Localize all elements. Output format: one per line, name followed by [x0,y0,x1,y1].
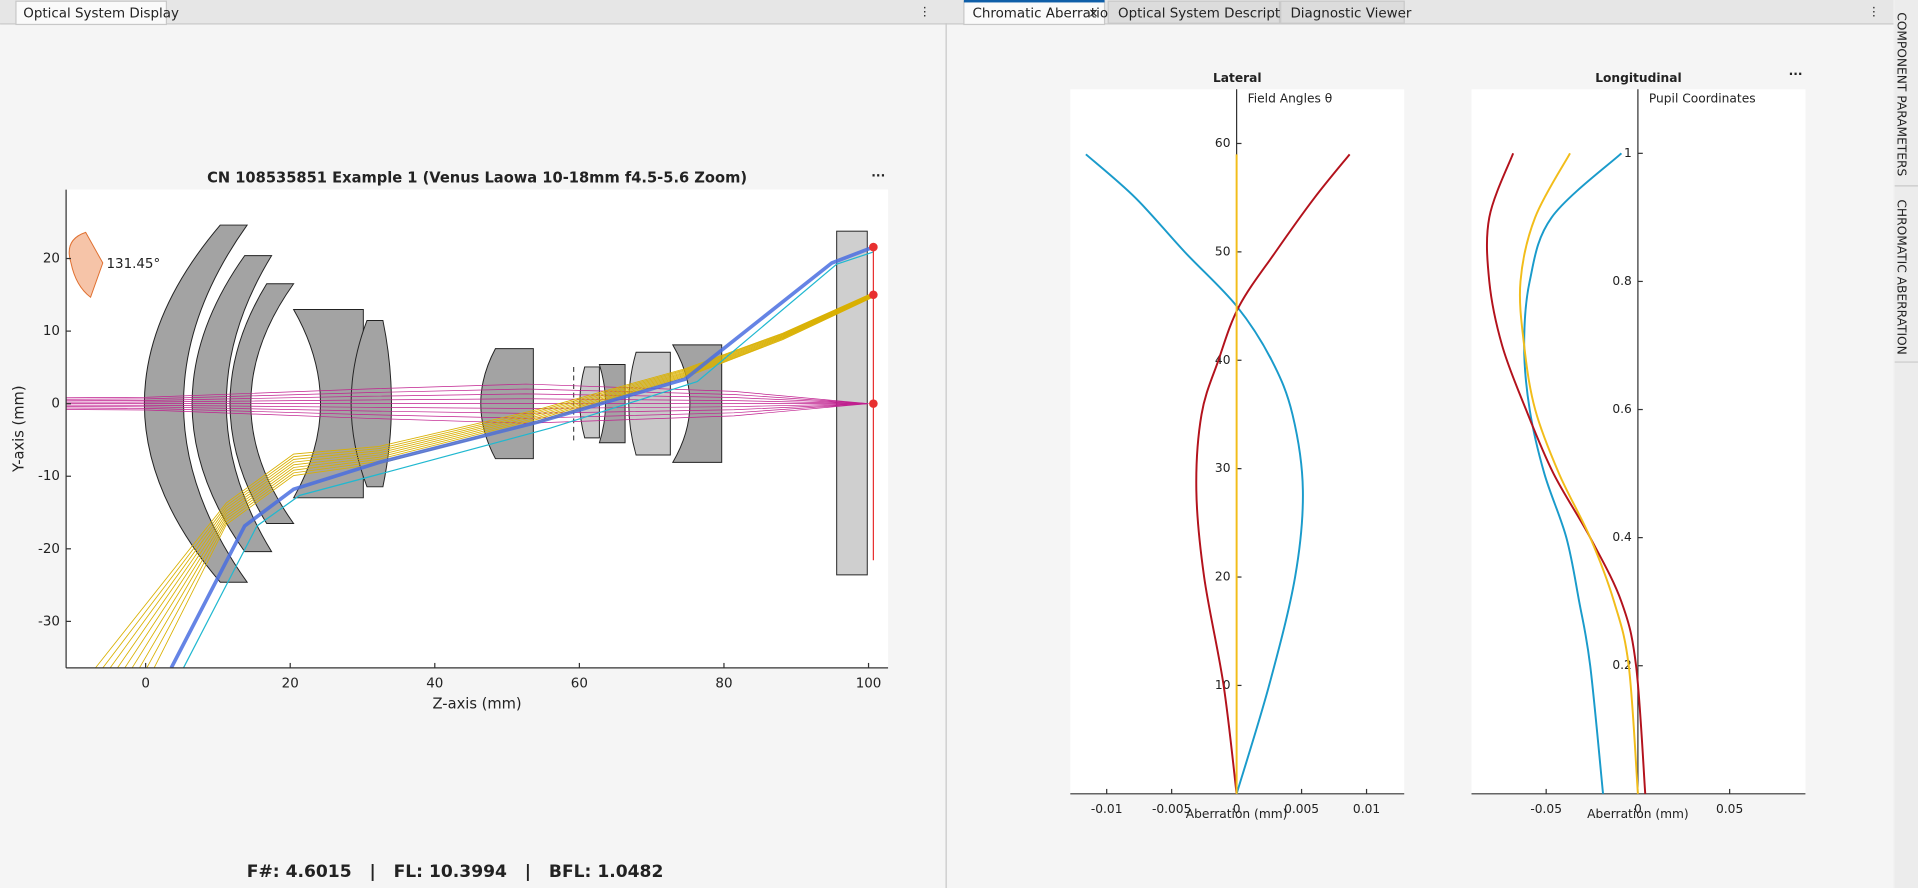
plot-menu[interactable]: ··· [1789,67,1803,81]
y-tick-label: 50 [1215,244,1231,258]
x-tick-label: 40 [426,677,443,692]
ray [66,393,869,405]
y-tick-label: 0.2 [1612,658,1631,672]
chart-title: Longitudinal [1595,71,1681,85]
ray [66,398,869,405]
x-tick-label: 0 [1634,802,1642,816]
x-axis-label: Aberration (mm) [1587,807,1689,821]
tab-active-marker [963,0,1105,3]
y-axis-label: Pupil Coordinates [1649,92,1756,106]
x-tick-label: -0.05 [1530,802,1562,816]
system-summary: F#: 4.6015 | FL: 10.3994 | BFL: 1.0482 [247,862,664,882]
ray [102,292,874,669]
x-tick-label: 20 [282,677,299,692]
aberration-curve [1485,152,1647,794]
y-tick-label: -20 [38,542,60,557]
ray [66,403,869,424]
menu-dots[interactable]: ⋮ [919,5,931,19]
ray [131,294,874,669]
ray [66,403,869,409]
y-tick-label: 10 [43,324,60,339]
x-tick-label: 80 [715,677,732,692]
side-tab[interactable]: COMPONENT PARAMETERS [1894,12,1908,176]
ray [124,294,874,669]
ray [66,388,869,405]
y-tick-label: 20 [43,252,60,267]
x-tick-label: -0.01 [1091,802,1123,816]
y-tick-label: 30 [1215,461,1231,475]
tab-close[interactable]: × [1088,6,1098,20]
y-tick-label: 0.4 [1612,530,1632,544]
y-tick-label: 1 [1624,146,1632,160]
y-tick-label: 0.8 [1612,274,1631,288]
lens [229,283,295,524]
y-tick-label: -30 [38,614,60,629]
tab[interactable] [15,0,168,26]
aberration-curve [1085,153,1304,795]
field-angle-icon [68,231,104,299]
x-tick-label: 0.005 [1284,802,1319,816]
tab[interactable] [1107,0,1281,24]
tab-label[interactable]: Chromatic Aberration [972,6,1116,21]
rays [66,245,875,669]
image-point [869,290,878,300]
side-tab[interactable]: CHROMATIC ABERRATION [1894,199,1908,354]
menu-dots[interactable]: ⋮ [1868,5,1880,19]
tab-label[interactable]: Optical System Display [23,6,179,21]
y-tick-label: 0.6 [1612,402,1631,416]
y-tick-label: 20 [1215,570,1231,584]
image-point [869,399,878,408]
x-tick-label: 0 [141,677,150,692]
x-tick-label: 0.05 [1716,802,1743,816]
tab[interactable] [1280,0,1405,24]
x-tick-label: 0.01 [1353,802,1380,816]
x-tick-label: 60 [571,677,588,692]
aberration-curve [1518,152,1639,794]
y-axis-label: Y-axis (mm) [11,385,28,473]
side-strip [1894,0,1918,888]
x-tick-label: 0 [1233,802,1241,816]
lens [144,224,249,583]
x-axis-label: Z-axis (mm) [433,696,522,713]
y-axis-label: Field Angles θ [1248,92,1333,106]
ray [66,383,869,405]
chart-title: CN 108535851 Example 1 (Venus Laowa 10-1… [207,170,747,187]
y-tick-label: 60 [1215,136,1231,150]
field-angle-label: 131.45° [106,257,160,272]
y-tick-label: -10 [38,469,60,484]
x-tick-label: -0.005 [1152,802,1191,816]
y-tick-label: 0 [51,397,60,412]
lens [191,255,273,553]
tab-bar [0,0,1894,24]
ray [117,293,874,669]
ray [182,251,874,669]
ray [109,293,874,669]
ray [169,245,875,669]
aberration-curve [1523,152,1623,794]
ray [139,295,874,669]
image-point [869,242,878,252]
x-axis-label: Aberration (mm) [1186,807,1288,821]
ray [66,403,869,414]
aberration-curve [1195,153,1351,794]
ray [95,292,874,669]
tab-label[interactable]: Optical System Description [1118,6,1301,21]
x-tick-label: 100 [856,677,882,692]
tab-label[interactable]: Diagnostic Viewer [1290,6,1411,21]
plot-menu[interactable]: ··· [871,169,885,183]
chart-title: Lateral [1213,71,1262,85]
ray [66,403,869,419]
